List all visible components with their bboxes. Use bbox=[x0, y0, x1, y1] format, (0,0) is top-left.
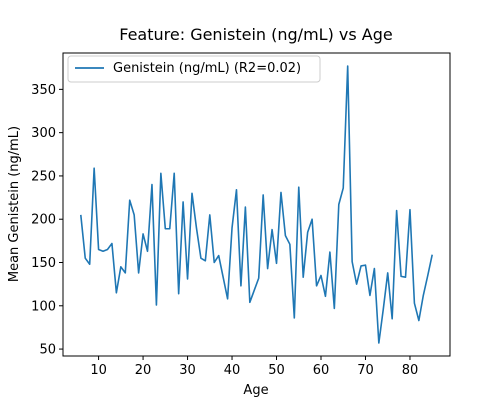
x-tick-label: 40 bbox=[224, 363, 241, 378]
chart-title: Feature: Genistein (ng/mL) vs Age bbox=[119, 25, 392, 44]
y-axis-label: Mean Genistein (ng/mL) bbox=[7, 126, 22, 282]
y-tick-label: 300 bbox=[31, 126, 56, 141]
y-tick-label: 200 bbox=[31, 213, 56, 228]
x-tick-label: 60 bbox=[313, 363, 330, 378]
legend-entry-label: Genistein (ng/mL) (R2=0.02) bbox=[113, 61, 301, 76]
x-tick-label: 70 bbox=[357, 363, 374, 378]
y-tick-label: 150 bbox=[31, 256, 56, 271]
x-tick-label: 50 bbox=[268, 363, 285, 378]
x-tick-label: 30 bbox=[179, 363, 196, 378]
x-axis-label: Age bbox=[243, 383, 268, 398]
y-tick-label: 100 bbox=[31, 299, 56, 314]
x-tick-label: 80 bbox=[402, 363, 419, 378]
y-tick-label: 250 bbox=[31, 169, 56, 184]
y-tick-label: 350 bbox=[31, 83, 56, 98]
x-tick-label: 10 bbox=[90, 363, 107, 378]
y-tick-label: 50 bbox=[39, 343, 56, 358]
x-tick-label: 20 bbox=[135, 363, 152, 378]
legend: Genistein (ng/mL) (R2=0.02) bbox=[68, 56, 320, 82]
